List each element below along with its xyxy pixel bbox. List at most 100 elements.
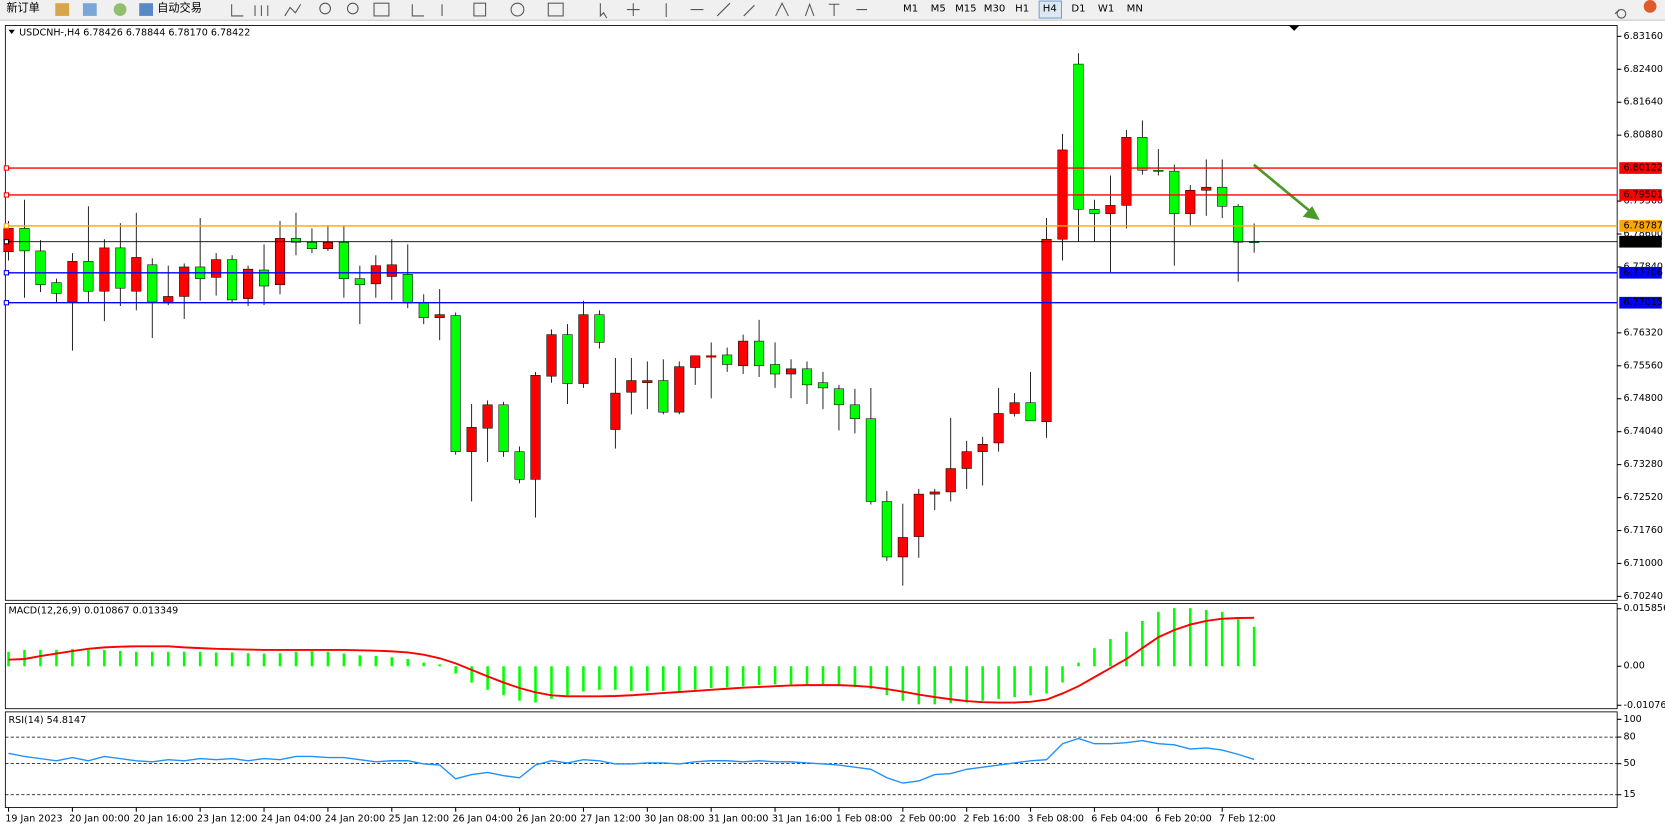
candle-body — [706, 355, 717, 358]
candle-body — [115, 247, 126, 289]
macd-bar — [150, 651, 154, 667]
candle-body — [626, 380, 637, 393]
timeframe-button[interactable]: M5 — [931, 4, 946, 15]
y-tick-label: 6.83160 — [1624, 31, 1663, 42]
search[interactable] — [1614, 9, 1627, 19]
icon[interactable] — [113, 3, 127, 16]
macd-bar — [550, 666, 553, 699]
price-line-handle — [3, 239, 10, 245]
y-tick-label: 6.71000 — [1624, 558, 1663, 569]
timeframe-button[interactable]: M15 — [955, 4, 977, 15]
periods[interactable] — [510, 2, 525, 17]
macd-bar — [310, 651, 314, 667]
y-tick-label: -0.01076 — [1624, 700, 1665, 711]
macd-panel — [4, 603, 1618, 710]
macd-bar — [422, 662, 426, 667]
candle-body — [1121, 137, 1132, 206]
timeframe-button[interactable]: W1 — [1098, 4, 1114, 15]
candle-body — [83, 261, 94, 292]
macd-bar — [135, 651, 138, 667]
price-line-handle — [3, 192, 10, 198]
y-tick-label: 50 — [1624, 758, 1636, 769]
candle-body — [179, 266, 190, 297]
y-tick-label: 15 — [1624, 789, 1636, 800]
timeframe-button[interactable]: D1 — [1071, 4, 1085, 15]
price-line-handle — [3, 223, 10, 229]
tile[interactable] — [373, 2, 390, 17]
macd-bar — [358, 655, 362, 667]
zoom-out[interactable] — [346, 2, 359, 15]
candle-body — [402, 274, 413, 304]
macd-bar — [869, 666, 873, 689]
y-tick-label: 6.80880 — [1624, 130, 1663, 141]
main-panel — [4, 25, 1618, 601]
scroll-icons[interactable] — [411, 4, 443, 17]
candle-body — [658, 380, 669, 413]
candle-body — [258, 269, 270, 287]
chart-type-icons[interactable] — [231, 3, 302, 17]
macd-bar — [646, 666, 649, 691]
candle-body — [785, 368, 797, 375]
macd-bar — [534, 666, 537, 703]
candle-body — [1217, 186, 1228, 207]
macd-bar — [901, 666, 905, 701]
macd-bar — [917, 666, 921, 705]
candle-body — [163, 296, 174, 304]
new-order-button[interactable]: 新订单 — [6, 1, 39, 15]
timeframe-button[interactable]: M1 — [903, 4, 918, 15]
macd-bar — [71, 648, 74, 667]
icon[interactable] — [82, 3, 97, 16]
signal-line — [8, 616, 1255, 704]
macd-bar — [1141, 620, 1144, 667]
drawing-tools[interactable] — [599, 1, 868, 19]
zoom-in[interactable] — [319, 2, 331, 15]
candle-body — [1185, 189, 1196, 214]
rsi-header: RSI(14) 54.8147 — [9, 715, 87, 726]
y-tick-label: 6.72520 — [1624, 492, 1663, 503]
candle-body — [610, 392, 621, 430]
candle-body — [19, 228, 30, 252]
candle-body — [1233, 206, 1244, 243]
templates[interactable] — [547, 2, 564, 17]
timeframe-button[interactable]: MN — [1127, 4, 1143, 15]
price-label: 6.80122 — [1624, 163, 1663, 174]
candle-body — [833, 388, 844, 406]
macd-bar — [502, 666, 505, 696]
macd-bar — [1109, 639, 1112, 667]
y-tick-label: 6.74800 — [1624, 393, 1663, 404]
auto-trading-icon[interactable] — [139, 3, 154, 16]
macd-bar — [438, 664, 441, 667]
macd-bar — [1045, 666, 1048, 694]
candle-body — [1025, 402, 1036, 422]
candle-body — [1073, 63, 1084, 210]
x-tick-label: 6 Feb 04:00 — [1091, 814, 1148, 825]
candle-body — [1105, 205, 1116, 214]
macd-bar — [837, 666, 841, 687]
candle-body — [51, 282, 62, 294]
price-label: 6.77706 — [1624, 267, 1663, 278]
price-label-bg — [1619, 296, 1662, 309]
icon[interactable] — [55, 3, 70, 16]
timeframe-button[interactable]: H1 — [1015, 4, 1029, 15]
candle-body — [1201, 186, 1212, 191]
candle-body — [849, 404, 860, 419]
timeframe-button[interactable]: M30 — [984, 4, 1006, 15]
macd-bar — [87, 649, 90, 667]
candle-body — [897, 537, 908, 558]
candle-body — [530, 375, 541, 480]
notification[interactable] — [1643, 0, 1657, 13]
timeframe-button[interactable]: H4 — [1043, 4, 1057, 15]
macd-bar — [598, 666, 601, 690]
x-tick-label: 3 Feb 08:00 — [1027, 814, 1084, 825]
x-tick-label: 30 Jan 08:00 — [644, 814, 704, 825]
x-tick-label: 24 Jan 20:00 — [325, 814, 385, 825]
shift-marker — [1288, 25, 1300, 31]
indicators[interactable] — [473, 2, 487, 17]
auto-trading-button[interactable]: 自动交易 — [157, 1, 202, 15]
candle-body — [801, 368, 813, 386]
macd-bar — [981, 666, 984, 701]
price-label: 6.77015 — [1624, 297, 1663, 308]
toolbar: 新订单 自动交易 — [0, 0, 1665, 21]
y-tick-label: 6.76320 — [1624, 327, 1663, 338]
symbol-header: USDCNH-,H4 6.78426 6.78844 6.78170 6.784… — [19, 27, 250, 38]
